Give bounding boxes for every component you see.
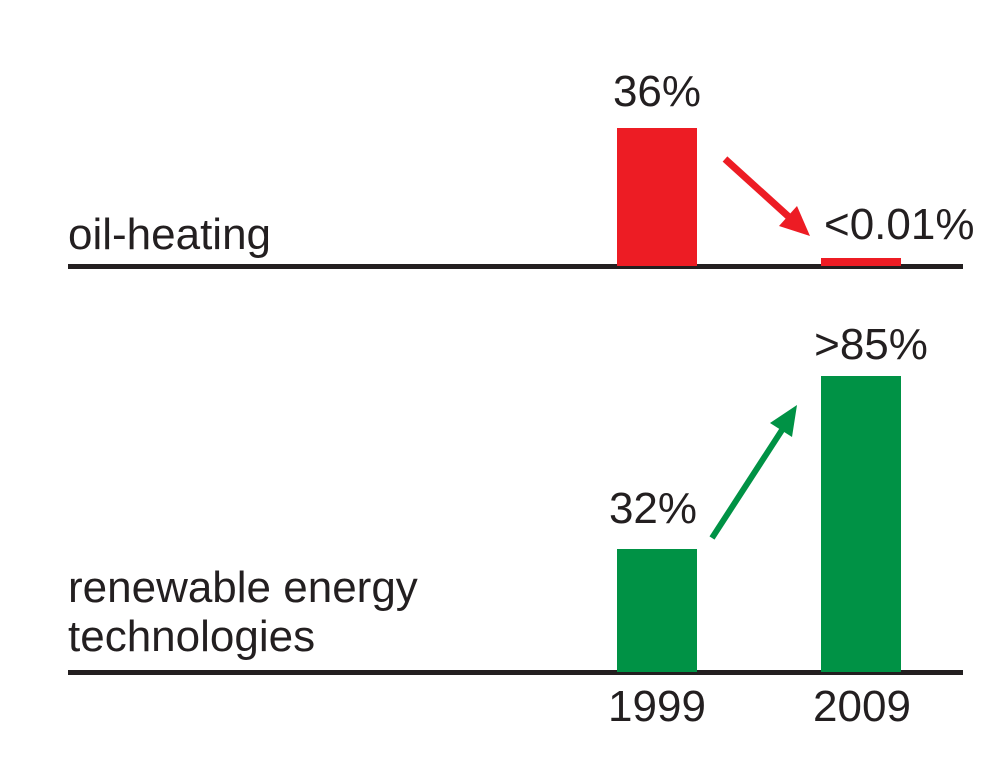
oil-2009-bar: [821, 258, 901, 266]
renewables-2009-bar: [821, 376, 901, 672]
oil-1999-bar: [617, 128, 697, 266]
renewables-1999-value: 32%: [608, 484, 698, 533]
increase-arrow-icon: [709, 405, 797, 540]
decrease-arrow-icon: [722, 156, 810, 236]
renewables-label: renewable energy technologies: [68, 563, 418, 662]
oil-heating-label: oil-heating: [68, 210, 272, 259]
renewables-2009-value: >85%: [814, 320, 928, 369]
oil-1999-value: 36%: [612, 67, 702, 116]
oil-heating-axis-line: [68, 264, 963, 269]
renewables-1999-bar: [617, 549, 697, 672]
year-1999-label: 1999: [608, 682, 706, 731]
renewables-axis-line: [68, 670, 963, 675]
oil-2009-value: <0.01%: [824, 200, 975, 249]
year-2009-label: 2009: [813, 682, 911, 731]
